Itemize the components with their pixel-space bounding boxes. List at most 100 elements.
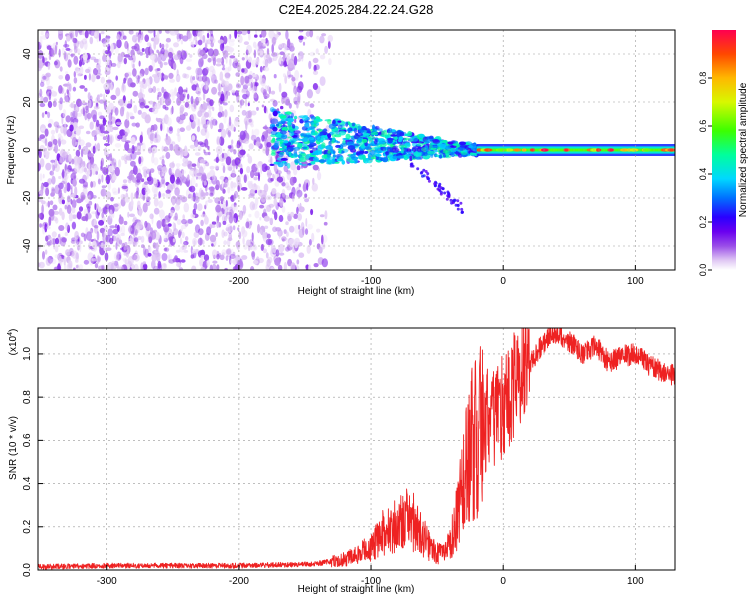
spectrogram-noise-cell [312, 57, 319, 64]
spectrogram-noise-cell [66, 195, 71, 203]
spectrogram-noise-cell [44, 223, 48, 233]
spectrogram-noise-cell [267, 238, 274, 246]
spectrogram-noise-cell [94, 135, 97, 142]
spectrogram-noise-cell [196, 32, 200, 37]
spectrogram-noise-cell [283, 52, 286, 60]
spectrogram-noise-cell [54, 158, 58, 169]
spectrogram-noise-cell [208, 65, 215, 72]
spectrogram-noise-cell [115, 242, 118, 250]
spectrogram-noise-cell [224, 80, 230, 87]
spectrogram-noise-cell [71, 158, 75, 165]
spectrogram-noise-cell [190, 95, 194, 105]
spectrogram-noise-cell [165, 135, 171, 146]
spectrogram-band-cell [449, 198, 453, 202]
spectrogram-noise-cell [133, 263, 139, 270]
spectrogram-noise-cell [273, 163, 278, 173]
spectrogram-band-cell [421, 174, 424, 178]
spectrogram-noise-cell [232, 266, 237, 270]
spectrogram-noise-cell [101, 212, 104, 219]
spectrogram-noise-cell [133, 165, 138, 176]
spectrogram-noise-cell [158, 200, 164, 209]
spectrogram-noise-cell [215, 204, 222, 213]
spectrogram-noise-cell [61, 47, 65, 56]
snr-frame [37, 327, 676, 571]
spectrogram-band-cell [456, 199, 460, 203]
spectrogram-noise-cell [123, 245, 127, 251]
spectrogram-noise-cell [112, 228, 119, 235]
spectrogram-noise-cell [190, 41, 194, 48]
spectrogram-noise-cell [223, 114, 227, 124]
spectrogram-noise-cell [173, 54, 180, 61]
spectrogram-noise-cell [206, 32, 210, 39]
spectrogram-band-cell [341, 121, 347, 124]
spectrogram-noise-cell [110, 94, 117, 100]
spectrogram-band-cell [371, 156, 377, 160]
spectrogram-noise-cell [53, 210, 60, 215]
spectrogram-noise-cell [88, 257, 94, 266]
spectrogram-band-cell [416, 167, 420, 171]
spectrogram-noise-cell [226, 249, 232, 255]
spectrogram-noise-cell [96, 142, 101, 152]
spectrogram-band-cell [325, 157, 331, 160]
spectrogram-noise-cell [44, 111, 48, 115]
spectrogram-noise-cell [102, 54, 107, 62]
spectrogram-noise-cell [270, 178, 274, 182]
spectrogram-noise-cell [183, 241, 189, 246]
spectrogram-noise-cell [203, 254, 210, 262]
spectrogram-noise-cell [177, 128, 181, 134]
spectrogram-noise-cell [96, 255, 100, 264]
spectrogram-band-cell [437, 184, 441, 188]
spectrogram-noise-cell [194, 117, 200, 126]
spectrogram-band-cell [427, 179, 431, 183]
spectrogram-noise-cell [80, 240, 83, 245]
spectrogram-noise-cell [74, 230, 79, 240]
spectrogram-noise-cell [267, 168, 272, 179]
spectrogram-noise-cell [183, 112, 188, 117]
spectrogram-noise-cell [247, 30, 251, 35]
spectrogram-noise-cell [170, 107, 173, 116]
spectrogram-noise-cell [186, 66, 192, 71]
spectrogram-noise-cell [275, 227, 282, 232]
spectrogram-noise-cell [39, 35, 43, 46]
spectrogram-noise-cell [217, 201, 221, 205]
spectrogram-band-cell [327, 150, 331, 154]
spectrogram-noise-cell [293, 167, 298, 176]
spectrogram-band-cell [332, 150, 336, 154]
spectrogram-noise-cell [117, 187, 120, 194]
spectrogram-band-cell [326, 153, 331, 158]
spectrogram-noise-cell [194, 152, 201, 156]
spectrogram-band-cell [432, 139, 441, 145]
spectrogram-noise-cell [248, 213, 252, 218]
spectrogram-noise-cell [161, 123, 165, 131]
spectrogram-noise-cell [211, 86, 218, 95]
spectrogram-band-cell [284, 117, 291, 122]
spectrogram-band-cell [272, 137, 276, 142]
spectrogram-band-cell [315, 151, 319, 156]
spectrogram-noise-cell [307, 223, 313, 230]
spectrogram-noise-cell [142, 166, 148, 172]
spectrogram-band-cell [284, 149, 288, 153]
spectrogram-noise-cell [290, 262, 296, 270]
spectrogram-noise-cell [215, 179, 220, 190]
spectrogram-noise-cell [187, 32, 192, 39]
spectrogram-noise-cell [95, 75, 101, 80]
spectrogram-noise-cell [44, 57, 48, 61]
spectrogram-noise-cell [113, 203, 119, 208]
spectrogram-noise-cell [54, 237, 60, 245]
spectrogram-noise-cell [243, 174, 247, 184]
spectrogram-noise-cell [265, 54, 271, 59]
spectrogram-band-cell [352, 143, 361, 147]
spectrogram-noise-cell [255, 30, 258, 35]
snr-grid [38, 328, 675, 571]
spectrogram-noise-cell [259, 204, 265, 209]
spectrogram-noise-cell [47, 100, 53, 109]
snr-multiplier-close: ) [8, 329, 19, 332]
spectrogram-noise-cell [281, 188, 286, 198]
spectrogram-band-cell [381, 157, 389, 163]
spectrogram-band-cell [336, 141, 341, 144]
spectrogram-band-cell [409, 155, 413, 159]
spectrogram-noise-cell [285, 30, 289, 40]
spectrogram-noise-cell [76, 112, 83, 117]
spectrogram-y-axis-label: Frequency (Hz) [6, 116, 17, 185]
